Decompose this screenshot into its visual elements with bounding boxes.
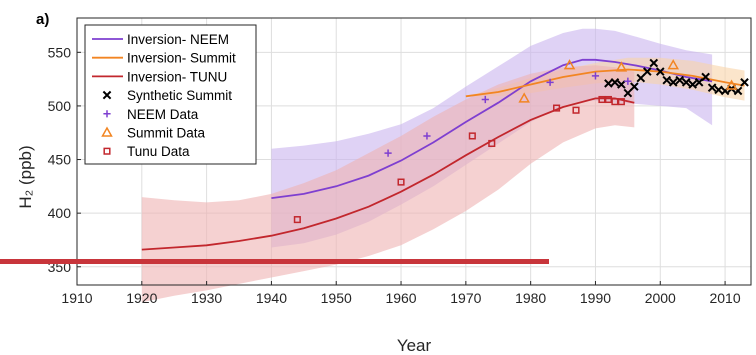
x-axis-ticks: 1910 1920 1930 1940 1950 1960 1970 1980 1990 2000… [61,281,741,306]
marker-tunu-data-4 [553,104,561,112]
marker-tunu-data-1 [397,178,405,186]
x-tick-label-1950: 1950 [321,290,352,306]
marker-tunu-data-6 [598,95,606,104]
legend-swatch-neem-data [103,110,111,118]
legend: Inversion- NEEM Inversion- Summit Inversio… [84,24,257,165]
marker-synthetic-summit-7 [649,58,659,68]
legend-swatch-summit-data [101,126,113,137]
x-tick-label-1980: 1980 [515,290,546,306]
marker-synthetic-summit-13 [688,80,697,89]
x-tick-label-1990: 1990 [580,290,611,306]
legend-label-synthetic-summit: Synthetic Summit [127,88,232,103]
marker-synthetic-summit-15 [701,72,710,82]
x-tick-label-1940: 1940 [256,290,287,306]
x-tick-label-2010: 2010 [709,290,740,306]
marker-summit-data-2 [615,61,628,72]
marker-summit-data-3 [667,59,680,70]
marker-neem-data-0 [384,149,392,157]
marker-neem-data-1 [423,132,431,140]
marker-neem-data-2 [481,95,489,104]
y-tick-label-550: 550 [48,44,72,60]
y-tick-label-450: 450 [48,152,72,168]
marker-tunu-data-7 [604,95,612,104]
x-tick-label-1970: 1970 [450,290,481,306]
legend-swatch-tunu-data [103,147,111,155]
legend-label-inversion-summit: Inversion- Summit [127,51,236,66]
marker-tunu-data-8 [611,98,619,106]
legend-label-neem-data: NEEM Data [127,107,199,122]
legend-label-inversion-neem: Inversion- NEEM [127,32,229,47]
marker-synthetic-summit-12 [681,78,691,87]
x-axis-label: Year [397,336,432,355]
legend-swatch-synthetic-summit [102,90,112,100]
panel-label: a) [36,11,49,28]
marker-tunu-data-0 [293,216,301,224]
marker-neem-data-5 [624,77,632,85]
marker-synthetic-summit-3 [623,88,633,98]
marker-synthetic-summit-9 [662,75,672,85]
y-axis-label: H₂ (ppb) [16,145,35,208]
marker-synthetic-summit-11 [675,75,685,85]
marker-neem-data-4 [591,72,600,80]
marker-tunu-data-2 [468,132,476,140]
band-inversion-tunu [141,65,635,303]
marker-tunu-data-5 [572,106,580,114]
marker-synthetic-summit-6 [643,67,652,76]
plot-frame [76,17,752,286]
marker-synthetic-summit-17 [714,85,723,95]
x-tick-label-1930: 1930 [191,290,222,306]
legend-label-summit-data: Summit Data [127,126,206,141]
marker-synthetic-summit-10 [668,78,678,87]
marker-synthetic-summit-21 [740,78,749,87]
y-tick-label-400: 400 [48,205,72,221]
marker-tunu-data-9 [617,98,625,106]
marker-synthetic-summit-8 [655,67,665,76]
x-tick-label-1920: 1920 [126,290,157,306]
overlay-bar [0,259,549,264]
marker-summit-data-1 [563,59,576,70]
y-tick-label-500: 500 [48,98,72,114]
marker-synthetic-summit-4 [630,82,639,91]
legend-label-inversion-tunu: Inversion- TUNU [127,69,227,84]
data-markers [293,58,749,224]
marker-synthetic-summit-2 [617,80,626,89]
marker-summit-data-4 [725,79,738,90]
x-tick-label-2000: 2000 [645,290,676,306]
marker-neem-data-3 [546,78,554,86]
line-inversion-neem [271,58,713,199]
legend-box [84,24,257,165]
marker-synthetic-summit-1 [610,78,620,87]
marker-synthetic-summit-0 [604,79,613,88]
marker-summit-data-0 [518,92,530,103]
legend-label-tunu-data: Tunu Data [127,144,190,159]
x-tick-label-1910: 1910 [61,290,92,306]
line-inversion-tunu [141,97,635,251]
x-tick-label-1960: 1960 [385,290,416,306]
marker-synthetic-summit-5 [636,73,646,83]
marker-synthetic-summit-16 [707,83,717,93]
marker-tunu-data-3 [488,139,496,148]
